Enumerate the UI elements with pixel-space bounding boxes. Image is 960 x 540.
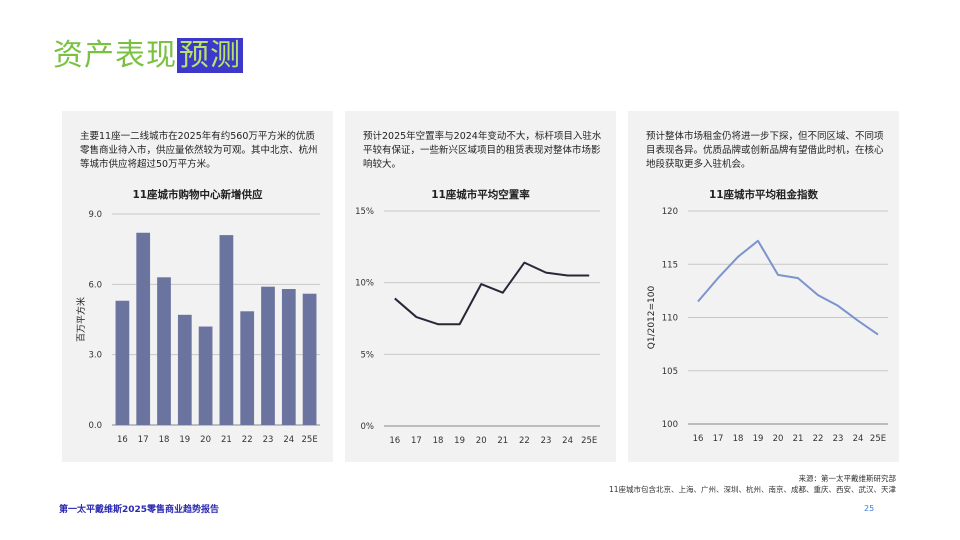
- bar-18: [157, 277, 171, 425]
- report-footer: 第一太平戴维斯2025零售商业趋势报告: [59, 505, 220, 515]
- y-tick-label: 0%: [361, 422, 375, 432]
- y-axis-label: Q1/2012=100: [647, 285, 657, 349]
- y-tick-label: 3.0: [88, 351, 102, 361]
- y-tick-label: 115: [662, 260, 678, 270]
- page-title-main: 资产表现: [53, 38, 177, 73]
- x-tick-label: 19: [179, 435, 190, 445]
- x-tick-label: 16: [389, 436, 400, 446]
- rent-index-line-chart: 100 105 110 115 120 16 17 18 19 20 21 22 23 24 25E Q1/2…: [647, 207, 888, 444]
- bar-23: [261, 286, 275, 425]
- x-tick-label: 21: [221, 435, 232, 445]
- bar-21: [219, 235, 234, 425]
- bar-24: [281, 289, 296, 425]
- x-tick-label: 22: [813, 434, 824, 444]
- y-tick-label: 5%: [361, 350, 375, 360]
- x-tick-label: 23: [833, 434, 844, 444]
- supply-description: 主要11座一二线城市在2025年有约560万平方米的优质零售商业待入市，供应量依…: [80, 131, 318, 170]
- x-tick-label: 24: [562, 436, 573, 446]
- page-title-highlight: 预测: [177, 38, 243, 73]
- x-tick-label: 25E: [581, 436, 597, 446]
- x-tick-label: 23: [263, 435, 274, 445]
- x-tick-label: 20: [476, 436, 487, 446]
- x-tick-label: 18: [433, 436, 444, 446]
- series-line: [697, 239, 879, 336]
- x-tick-label: 17: [411, 436, 422, 446]
- x-tick-label: 25E: [302, 435, 318, 445]
- bar-22: [240, 311, 255, 425]
- x-tick-label: 18: [159, 435, 170, 445]
- x-tick-label: 22: [519, 436, 530, 446]
- y-tick-label: 15%: [355, 207, 374, 217]
- source-note: 来源：第一太平戴维斯研究部 11座城市包含北京、上海、广州、深圳、杭州、南京、成…: [609, 473, 896, 495]
- x-tick-label: 23: [541, 436, 552, 446]
- bar-16: [115, 300, 130, 425]
- vacancy-description: 预计2025年空置率与2024年变动不大，标杆项目入驻水平较有保证，一些新兴区域…: [363, 131, 602, 170]
- y-tick-label: 100: [662, 420, 678, 430]
- x-tick-label: 17: [713, 434, 724, 444]
- x-tick-label: 21: [793, 434, 804, 444]
- bar-20: [198, 326, 213, 425]
- x-tick-label: 24: [283, 435, 294, 445]
- y-tick-label: 10%: [355, 279, 374, 289]
- y-tick-label: 105: [662, 367, 678, 377]
- page-number: 25: [864, 504, 875, 513]
- x-tick-label: 21: [497, 436, 508, 446]
- series-line: [394, 261, 590, 326]
- page-title: 资产表现预测: [53, 30, 243, 74]
- supply-bar-chart: 0.0 3.0 6.0 9.0 16 17 18 19 20 21 22 23 24 25E 百万平方米: [75, 210, 320, 445]
- y-tick-label: 0.0: [88, 421, 102, 431]
- x-tick-label: 18: [733, 434, 744, 444]
- vacancy-line-chart: 0% 5% 10% 15% 16 17 18 19 20 21 22 23 24 25E: [355, 207, 600, 446]
- x-tick-label: 16: [117, 435, 128, 445]
- x-tick-label: 25E: [870, 434, 886, 444]
- x-tick-label: 20: [773, 434, 784, 444]
- vacancy-chart-title: 11座城市平均空置率: [431, 189, 530, 201]
- y-axis-label: 百万平方米: [75, 297, 87, 342]
- cities-note: 11座城市包含北京、上海、广州、深圳、杭州、南京、成都、重庆、西安、武汉、天津: [608, 485, 896, 494]
- supply-chart-title: 11座城市购物中心新增供应: [132, 189, 263, 201]
- bar-19: [177, 314, 192, 425]
- x-tick-label: 19: [753, 434, 764, 444]
- source-line: 来源：第一太平戴维斯研究部: [798, 474, 897, 483]
- rent-chart-panel: 预计整体市场租金仍将进一步下探，但不同区域、不同项目表现各异。优质品牌或创新品牌…: [628, 111, 899, 462]
- x-tick-label: 20: [200, 435, 211, 445]
- y-tick-label: 110: [662, 314, 678, 324]
- y-tick-label: 120: [662, 207, 678, 217]
- y-tick-label: 6.0: [88, 280, 102, 290]
- bar-25E: [302, 293, 317, 425]
- rent-description: 预计整体市场租金仍将进一步下探，但不同区域、不同项目表现各异。优质品牌或创新品牌…: [646, 131, 884, 170]
- x-tick-label: 19: [454, 436, 465, 446]
- x-tick-label: 22: [242, 435, 253, 445]
- x-tick-label: 24: [853, 434, 864, 444]
- x-tick-label: 16: [693, 434, 704, 444]
- y-tick-label: 9.0: [88, 210, 102, 220]
- bar-17: [136, 232, 151, 425]
- rent-chart-title: 11座城市平均租金指数: [708, 189, 819, 201]
- vacancy-chart-panel: 预计2025年空置率与2024年变动不大，标杆项目入驻水平较有保证，一些新兴区域…: [345, 111, 616, 462]
- supply-chart-panel: 主要11座一二线城市在2025年有约560万平方米的优质零售商业待入市，供应量依…: [62, 111, 333, 462]
- x-tick-label: 17: [138, 435, 149, 445]
